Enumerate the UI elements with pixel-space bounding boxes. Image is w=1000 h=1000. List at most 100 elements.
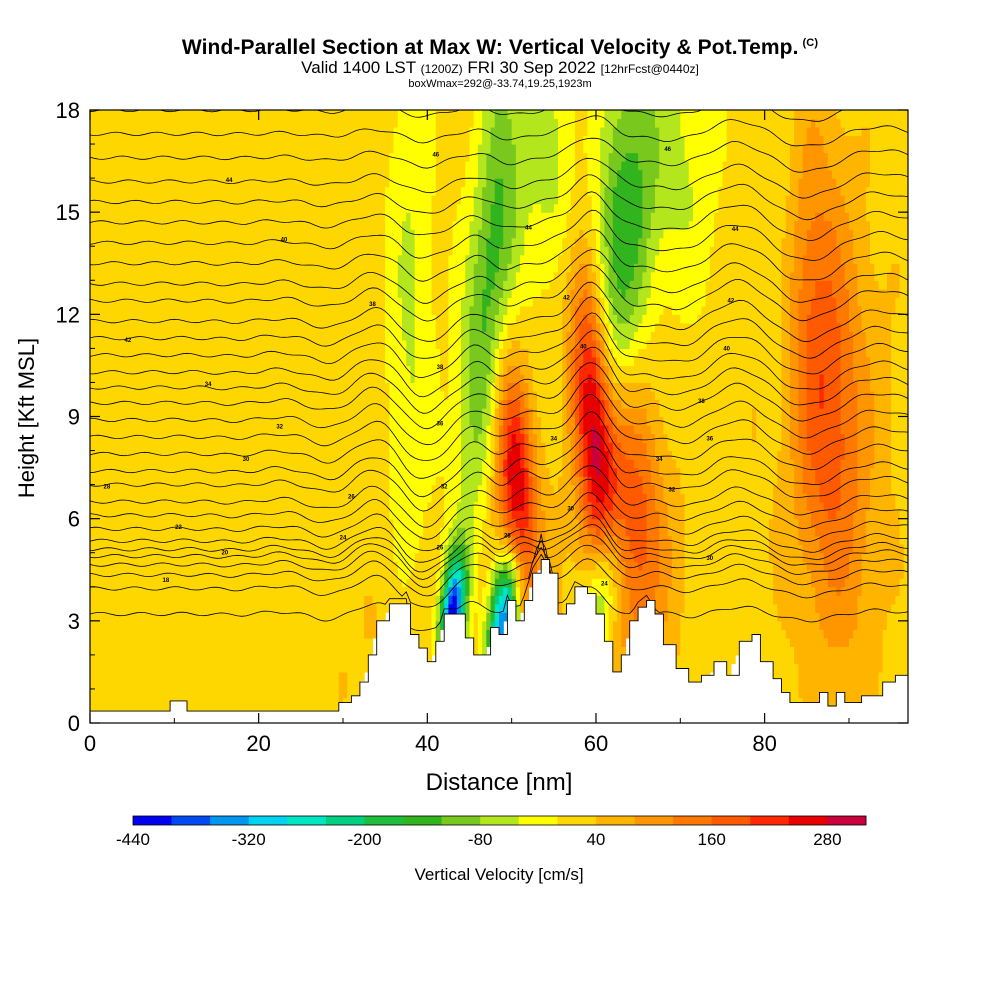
- velocity-cell: [267, 246, 272, 256]
- velocity-cell: [330, 586, 336, 596]
- velocity-cell: [191, 450, 197, 460]
- velocity-cell: [216, 229, 222, 239]
- velocity-cell: [305, 365, 310, 375]
- velocity-cell: [330, 365, 336, 375]
- velocity-cell: [174, 322, 180, 332]
- velocity-cell: [359, 612, 365, 622]
- velocity-cell: [347, 433, 353, 443]
- velocity-cell: [170, 425, 175, 435]
- velocity-cell: [144, 637, 150, 647]
- velocity-cell: [330, 407, 336, 418]
- velocity-cell: [233, 459, 239, 469]
- velocity-cell: [132, 203, 137, 213]
- velocity-cell: [309, 603, 315, 613]
- velocity-cell: [309, 442, 315, 452]
- velocity-cell: [220, 305, 226, 315]
- velocity-cell: [233, 390, 239, 401]
- velocity-cell: [212, 237, 218, 247]
- velocity-cell: [106, 527, 112, 537]
- velocity-cell: [98, 186, 104, 196]
- velocity-cell: [267, 612, 272, 622]
- velocity-cell: [326, 688, 331, 699]
- velocity-cell: [182, 203, 188, 213]
- velocity-cell: [149, 280, 154, 290]
- velocity-cell: [292, 373, 298, 384]
- velocity-cell: [102, 493, 108, 503]
- velocity-cell: [262, 110, 268, 120]
- velocity-cell: [271, 671, 277, 682]
- velocity-cell: [305, 399, 310, 409]
- velocity-cell: [123, 390, 129, 401]
- velocity-cell: [203, 510, 209, 520]
- velocity-cell: [309, 416, 315, 426]
- velocity-cell: [355, 527, 361, 537]
- velocity-cell: [224, 229, 230, 239]
- velocity-cell: [246, 399, 251, 409]
- velocity-cell: [241, 442, 247, 452]
- velocity-cell: [224, 195, 230, 205]
- velocity-cell: [170, 144, 175, 154]
- velocity-cell: [296, 373, 302, 384]
- velocity-cell: [326, 169, 331, 179]
- velocity-cell: [271, 629, 277, 639]
- velocity-cell: [132, 263, 137, 273]
- velocity-cell: [279, 654, 285, 664]
- velocity-cell: [305, 620, 310, 630]
- velocity-cell: [174, 220, 180, 230]
- velocity-cell: [288, 671, 293, 682]
- velocity-cell: [262, 552, 268, 562]
- velocity-cell: [208, 305, 213, 315]
- velocity-cell: [186, 127, 192, 137]
- velocity-cell: [292, 339, 298, 349]
- velocity-cell: [330, 237, 336, 247]
- velocity-cell: [106, 552, 112, 562]
- velocity-cell: [313, 161, 319, 171]
- velocity-cell: [330, 288, 336, 298]
- velocity-cell: [296, 603, 302, 613]
- velocity-cell: [355, 135, 361, 145]
- velocity-cell: [111, 305, 116, 315]
- velocity-cell: [224, 263, 230, 273]
- velocity-cell: [170, 237, 175, 247]
- velocity-cell: [288, 442, 293, 452]
- velocity-cell: [208, 144, 213, 154]
- velocity-cell: [246, 535, 251, 545]
- velocity-cell: [170, 339, 175, 349]
- velocity-cell: [309, 535, 315, 545]
- velocity-cell: [136, 331, 142, 341]
- velocity-cell: [165, 152, 171, 162]
- velocity-cell: [127, 390, 133, 401]
- velocity-cell: [250, 280, 256, 290]
- velocity-cell: [355, 544, 361, 554]
- velocity-cell: [296, 459, 302, 469]
- velocity-cell: [380, 110, 386, 120]
- velocity-cell: [338, 322, 344, 332]
- velocity-cell: [136, 544, 142, 554]
- velocity-cell: [359, 169, 365, 179]
- velocity-cell: [161, 254, 167, 264]
- velocity-cell: [254, 663, 260, 673]
- velocity-cell: [123, 552, 129, 562]
- velocity-cell: [254, 450, 260, 460]
- velocity-cell: [351, 620, 357, 630]
- velocity-cell: [342, 569, 348, 579]
- velocity-cell: [90, 680, 95, 690]
- velocity-cell: [342, 127, 348, 137]
- velocity-cell: [127, 705, 133, 716]
- velocity-cell: [106, 220, 112, 230]
- velocity-cell: [313, 212, 319, 222]
- velocity-cell: [111, 229, 116, 239]
- velocity-cell: [262, 246, 268, 256]
- velocity-cell: [220, 271, 226, 281]
- velocity-cell: [342, 493, 348, 503]
- velocity-cell: [338, 186, 344, 196]
- velocity-cell: [288, 467, 293, 477]
- velocity-cell: [338, 373, 344, 384]
- velocity-cell: [296, 450, 302, 460]
- velocity-cell: [241, 373, 247, 384]
- velocity-cell: [123, 271, 129, 281]
- velocity-cell: [153, 654, 159, 664]
- velocity-cell: [246, 595, 251, 605]
- velocity-cell: [330, 263, 336, 273]
- velocity-cell: [376, 144, 382, 154]
